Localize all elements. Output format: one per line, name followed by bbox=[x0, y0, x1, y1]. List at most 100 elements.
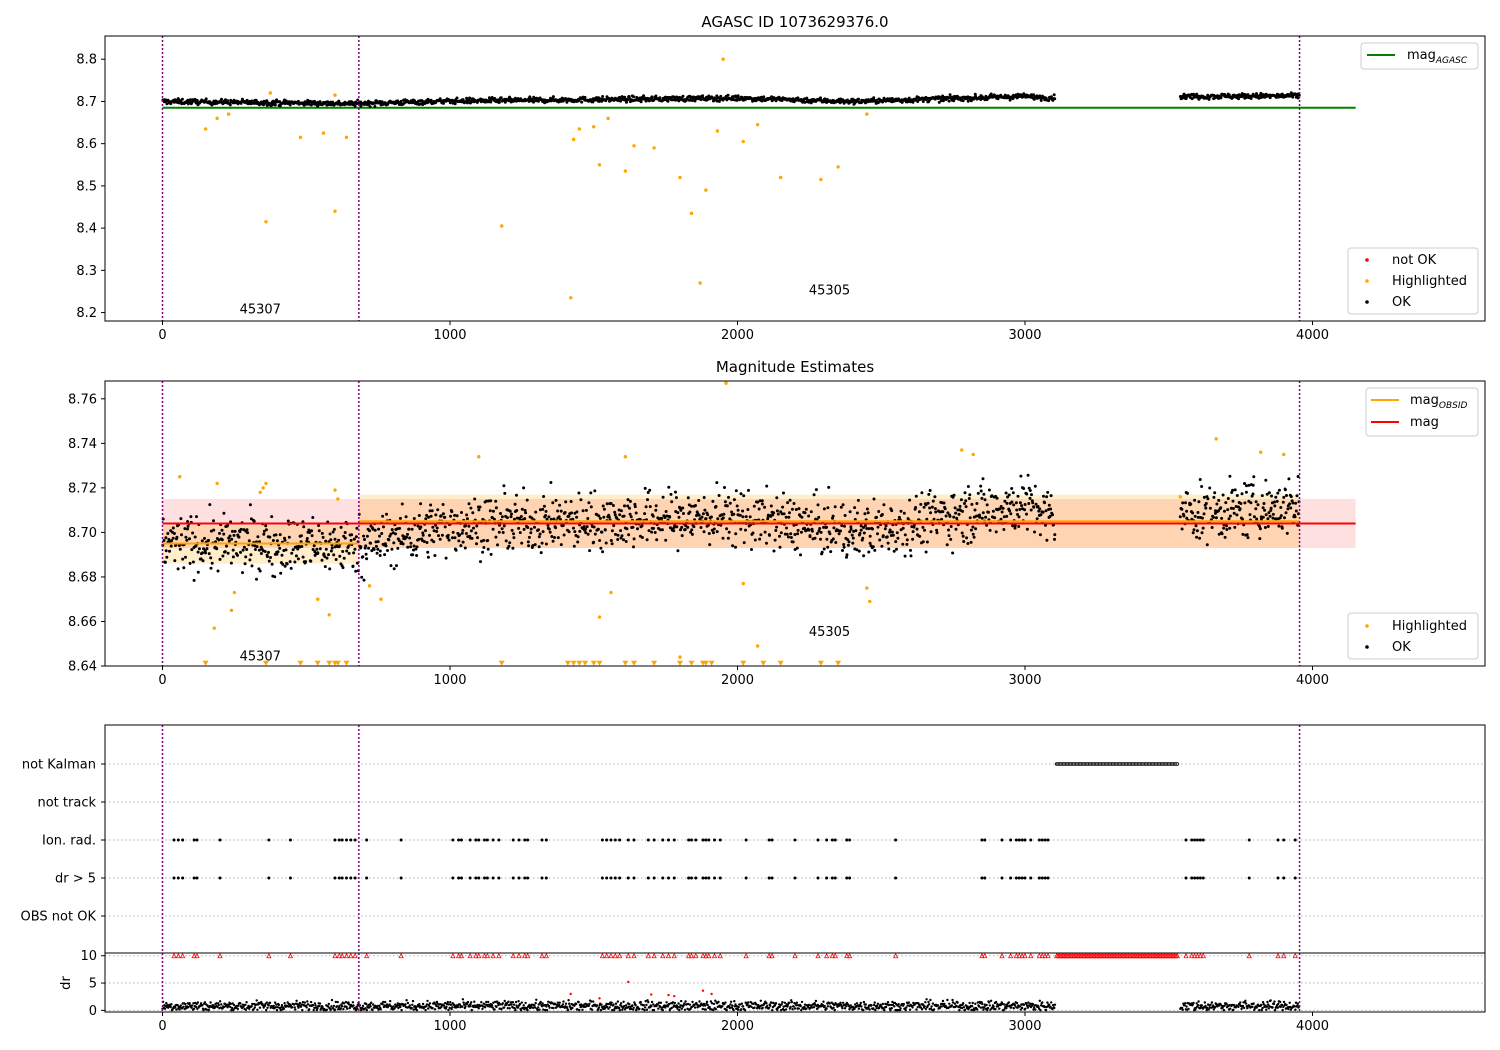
ok-point bbox=[328, 567, 332, 571]
dr-point bbox=[782, 1005, 785, 1008]
ok-point bbox=[831, 537, 835, 541]
ok-point bbox=[238, 530, 242, 534]
ok-point bbox=[1287, 477, 1291, 481]
ok-point bbox=[803, 100, 807, 104]
dr-point bbox=[985, 1003, 988, 1007]
flag-marker bbox=[626, 838, 630, 842]
ok-point bbox=[195, 99, 199, 102]
ok-point bbox=[242, 545, 246, 549]
flag-marker bbox=[267, 838, 271, 842]
dr-point bbox=[588, 1002, 591, 1005]
dr-point bbox=[469, 1003, 472, 1006]
highlighted-point bbox=[226, 112, 231, 116]
dr-point bbox=[466, 1000, 470, 1004]
ok-point bbox=[1240, 492, 1244, 496]
flag-marker bbox=[704, 838, 708, 842]
dr-point bbox=[371, 1003, 375, 1006]
ok-point bbox=[736, 94, 740, 98]
ok-point bbox=[177, 544, 181, 547]
ok-point bbox=[727, 530, 731, 534]
ok-point bbox=[921, 525, 925, 529]
ok-point bbox=[721, 536, 725, 540]
flag-marker bbox=[399, 876, 403, 880]
ok-point bbox=[471, 511, 475, 515]
ok-point bbox=[553, 536, 556, 539]
dr-point bbox=[528, 1003, 531, 1007]
ok-point bbox=[840, 524, 844, 528]
flag-marker bbox=[980, 838, 984, 842]
legend-marker-highlighted-2 bbox=[1365, 624, 1369, 628]
ok-point bbox=[876, 525, 880, 529]
ok-point bbox=[619, 529, 623, 533]
y-tick-label: 8.70 bbox=[68, 526, 97, 541]
dr-point bbox=[683, 1008, 687, 1011]
flag-marker bbox=[511, 876, 515, 880]
ok-point bbox=[756, 500, 760, 504]
ok-point bbox=[994, 530, 998, 534]
ok-point bbox=[636, 527, 639, 531]
dr-point bbox=[518, 1002, 522, 1006]
ok-point bbox=[865, 507, 869, 511]
ok-point bbox=[690, 528, 694, 532]
highlighted-below-range-marker bbox=[263, 660, 269, 666]
ok-point bbox=[551, 539, 555, 543]
ok-point bbox=[1007, 493, 1011, 497]
ok-point bbox=[1003, 499, 1007, 503]
dr-point bbox=[445, 1005, 448, 1008]
ok-point bbox=[846, 543, 850, 547]
ok-point bbox=[208, 503, 212, 507]
dr-point bbox=[638, 1007, 641, 1011]
dr-point bbox=[389, 999, 392, 1003]
ok-point bbox=[200, 539, 204, 543]
legend-agasc: magAGASC bbox=[1360, 42, 1479, 70]
ok-point bbox=[538, 532, 542, 536]
ok-point bbox=[470, 536, 474, 540]
ok-point bbox=[867, 550, 871, 554]
dr-point bbox=[571, 1006, 574, 1010]
y-tick-label: 8.4 bbox=[76, 222, 97, 237]
ok-point bbox=[1005, 501, 1009, 505]
ok-point bbox=[463, 546, 467, 550]
dr-point bbox=[315, 1008, 318, 1012]
ok-point bbox=[429, 98, 433, 102]
ok-point bbox=[1002, 528, 1006, 531]
ok-point bbox=[946, 511, 950, 515]
ok-point bbox=[1178, 515, 1182, 519]
highlighted-point bbox=[333, 209, 337, 213]
ok-point bbox=[275, 552, 279, 556]
flag-marker bbox=[687, 876, 691, 880]
ok-point bbox=[1241, 532, 1245, 536]
dr-point bbox=[833, 1008, 836, 1012]
ok-point bbox=[396, 546, 400, 550]
ok-point bbox=[1006, 495, 1010, 499]
dr-point bbox=[537, 1006, 540, 1009]
ok-point bbox=[347, 551, 351, 555]
ok-point bbox=[268, 535, 272, 539]
ok-point bbox=[925, 540, 929, 544]
ok-point bbox=[845, 553, 849, 557]
flag-marker bbox=[1198, 876, 1202, 880]
ok-point bbox=[829, 550, 833, 554]
dr-point bbox=[734, 1003, 737, 1006]
dr-point bbox=[684, 1000, 687, 1003]
ok-point bbox=[634, 98, 638, 102]
flag-marker bbox=[1247, 838, 1251, 842]
ok-point bbox=[842, 545, 846, 549]
ok-point bbox=[1008, 509, 1012, 513]
dr-point bbox=[888, 1003, 891, 1007]
ok-point bbox=[561, 524, 565, 527]
ok-point bbox=[1279, 506, 1283, 509]
dr-point bbox=[766, 1004, 769, 1008]
ok-point bbox=[1212, 515, 1215, 519]
flag-marker bbox=[1282, 876, 1286, 880]
ok-point bbox=[1020, 504, 1024, 508]
highlighted-below-range-marker bbox=[651, 660, 658, 666]
ok-point bbox=[1226, 497, 1230, 500]
ok-point bbox=[270, 562, 274, 566]
x-tick-label: 3000 bbox=[1008, 328, 1041, 343]
ok-point bbox=[559, 509, 563, 513]
ok-point bbox=[862, 554, 866, 558]
ok-point bbox=[288, 103, 292, 107]
ok-point bbox=[1277, 488, 1281, 492]
highlighted-point bbox=[321, 131, 326, 135]
